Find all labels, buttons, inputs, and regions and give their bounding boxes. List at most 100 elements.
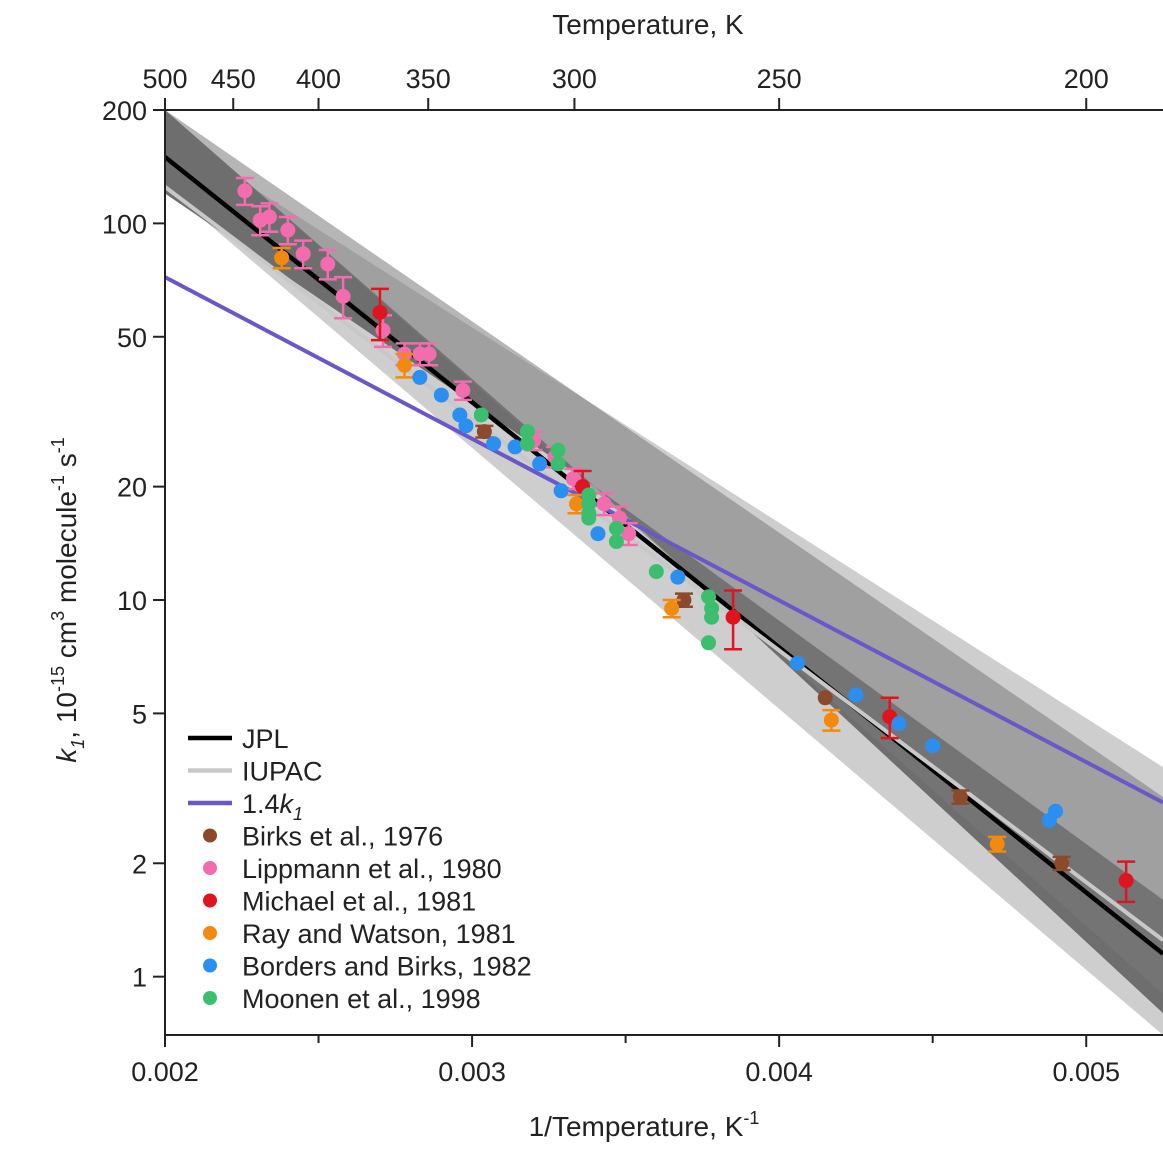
legend-item: JPL (188, 724, 289, 754)
data-point (848, 687, 864, 703)
data-point (486, 436, 502, 452)
data-point (335, 288, 351, 304)
data-point (412, 369, 428, 385)
data-point (621, 526, 637, 542)
legend-dot-swatch (203, 926, 217, 940)
series-birks-1976 (475, 424, 1071, 872)
data-point (295, 246, 311, 262)
legend-item: IUPAC (188, 757, 323, 787)
legend-label: JPL (242, 724, 289, 754)
legend-label: Ray and Watson, 1981 (242, 919, 516, 949)
legend-label: Moonen et al., 1998 (242, 984, 481, 1014)
x-tick-label: 0.004 (745, 1057, 813, 1087)
data-point (519, 436, 535, 452)
data-point (473, 407, 489, 423)
data-point (507, 439, 523, 455)
y-tick-label: 20 (117, 473, 147, 503)
data-point (1054, 855, 1070, 871)
top-tick-label: 250 (757, 64, 802, 94)
data-point (452, 407, 468, 423)
data-point (823, 712, 839, 728)
y-tick-label: 10 (117, 586, 147, 616)
fit-lines (165, 155, 1163, 956)
axes: 0.002 0.003 0.004 0.005 500 450 400 350 300 250 20… (48, 9, 1163, 1142)
data-point (1118, 873, 1134, 889)
x-tick-label: 0.002 (131, 1057, 199, 1087)
data-point (397, 357, 413, 373)
y-tick-label: 5 (132, 699, 147, 729)
data-point (891, 716, 907, 732)
data-point (952, 789, 968, 805)
x-tick-label: 0.003 (438, 1057, 506, 1087)
legend-label: Borders and Birks, 1982 (242, 952, 532, 982)
data-point (372, 304, 388, 320)
data-point (608, 520, 624, 536)
data-point (925, 738, 941, 754)
data-point (433, 387, 449, 403)
data-point (458, 418, 474, 434)
top-tick-label: 350 (406, 64, 451, 94)
data-point (476, 424, 492, 440)
top-tick-label: 450 (211, 64, 256, 94)
top-tick-label: 300 (552, 64, 597, 94)
data-point (590, 526, 606, 542)
data-point (553, 483, 569, 499)
data-point (701, 589, 717, 605)
legend-label: Birks et al., 1976 (242, 822, 443, 852)
data-point (989, 836, 1005, 852)
data-point (237, 183, 253, 199)
data-point (725, 609, 741, 625)
legend-dot-swatch (203, 861, 217, 875)
data-point (261, 209, 277, 225)
data-point (550, 456, 566, 472)
legend-label: Lippmann et al., 1980 (242, 854, 502, 884)
data-point (704, 609, 720, 625)
iupac-line (165, 185, 1163, 942)
scaled-k1-line (165, 275, 1163, 805)
data-point (519, 424, 535, 440)
top-axis-label: Temperature, K (552, 9, 744, 40)
legend-label: Michael et al., 1981 (242, 887, 476, 917)
legend-dot-swatch (203, 991, 217, 1005)
legend-item: Michael et al., 1981 (203, 887, 476, 917)
data-points (235, 176, 1136, 904)
series-ray-watson-1981 (272, 246, 1007, 853)
data-point (320, 256, 336, 272)
data-point (1048, 803, 1064, 819)
data-point (608, 534, 624, 550)
legend-item: Lippmann et al., 1980 (203, 854, 502, 884)
data-point (670, 569, 686, 585)
data-point (790, 655, 806, 671)
data-point (664, 600, 680, 616)
x-axis-label: 1/Temperature, K-1 (529, 1108, 760, 1142)
legend-item: Birks et al., 1976 (203, 822, 443, 852)
data-point (581, 510, 597, 526)
series-borders-birks-1982 (412, 369, 1064, 828)
y-tick-label: 2 (132, 849, 147, 879)
data-point (280, 222, 296, 238)
x-tick-label: 0.005 (1052, 1057, 1120, 1087)
series-moonen-1998 (473, 407, 720, 651)
legend-dot-swatch (203, 828, 217, 843)
data-point (421, 346, 437, 362)
series-michael-1981 (370, 287, 1136, 904)
legend-dot-swatch (203, 893, 217, 908)
data-point (532, 456, 548, 472)
data-point (550, 442, 566, 458)
top-tick-label: 500 (142, 64, 187, 94)
legend-item: Ray and Watson, 1981 (203, 919, 516, 949)
y-tick-label: 200 (102, 96, 147, 126)
data-point (676, 592, 692, 608)
data-point (568, 496, 584, 512)
data-point (375, 322, 391, 338)
legend-dot-swatch (203, 958, 217, 973)
top-tick-label: 200 (1064, 64, 1109, 94)
data-point (817, 690, 833, 706)
top-tick-label: 400 (296, 64, 341, 94)
y-tick-label: 1 (132, 963, 147, 993)
legend-item: Borders and Birks, 1982 (203, 952, 532, 982)
y-tick-label: 100 (102, 209, 147, 239)
